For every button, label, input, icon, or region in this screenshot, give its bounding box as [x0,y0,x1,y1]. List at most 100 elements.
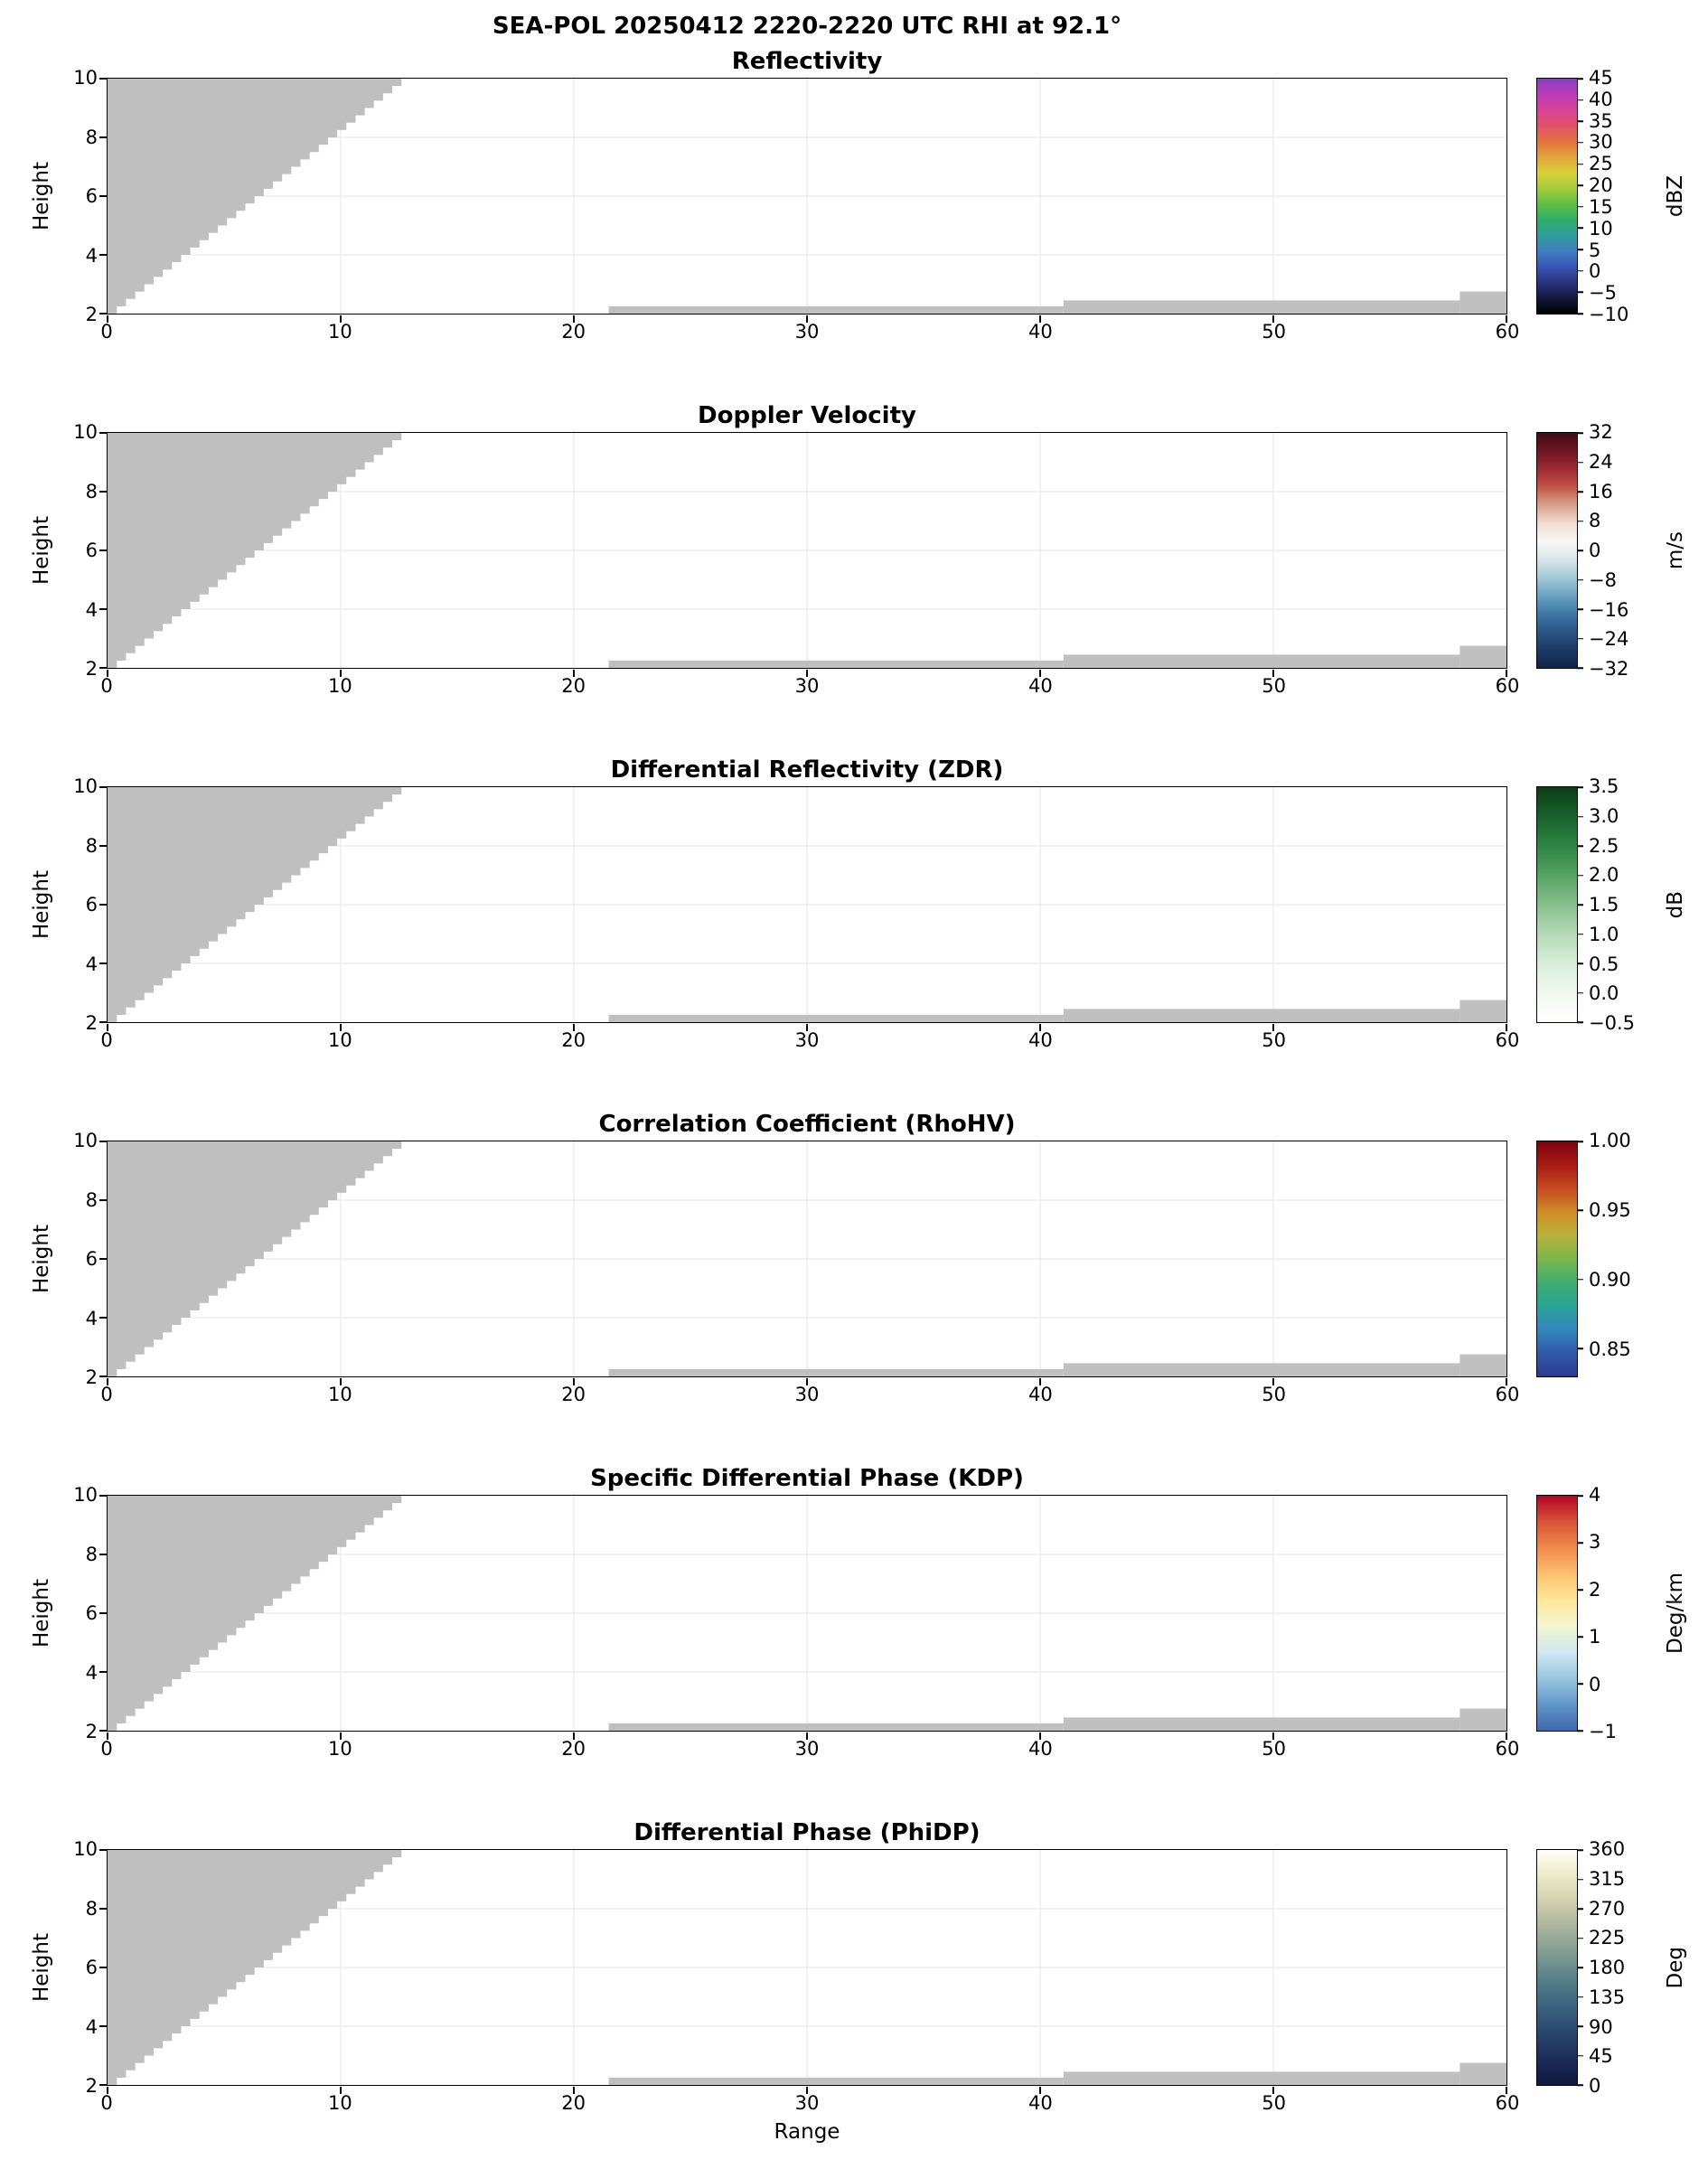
colorbar-tick-label: 3.0 [1589,804,1619,827]
colorbar-unit-text: m/s [1664,531,1687,570]
x-tick-labels: 0 10 20 30 40 50 60 [100,2086,1519,2115]
y-tick-mark [99,1199,107,1201]
panel-title: Specific Differential Phase (KDP) [590,1465,1024,1492]
colorbar-tick-label: 40 [1589,88,1613,110]
beam-blockage-mask [108,1850,411,2085]
colorbar-tick-label: 1.00 [1589,1130,1631,1151]
colorbar-tick-mark [1577,1730,1583,1732]
x-tick-mark [107,1732,108,1740]
y-tick-mark [99,2084,107,2086]
colorbar-unit: dB [1656,786,1695,1023]
x-tick-label: 50 [1262,675,1287,697]
y-tick-label: 10 [73,1484,98,1506]
colorbar [1536,78,1583,315]
panel-title: Reflectivity [731,48,883,75]
colorbar-tick-label: 32 [1589,421,1613,443]
y-tick-labels: 2 4 6 8 10 [58,775,107,1034]
colorbar-tick-mark [1577,120,1583,123]
y-tick-mark [99,608,107,610]
x-tick-mark [806,2086,808,2094]
x-tick-mark [806,669,808,677]
plot-area [99,78,1507,323]
y-tick-label: 4 [85,2015,98,2038]
ground-clutter-mask [1063,654,1460,668]
panel: Differential Phase (PhiDP) Height 2 4 6 8 10… [25,1818,1708,2149]
colorbar-tick-label: 0 [1589,2075,1601,2097]
ground-clutter-mask [1459,1000,1506,1022]
y-tick-mark [99,195,107,197]
y-tick-mark [99,549,107,551]
colorbar-tick-label: 3.5 [1589,775,1619,797]
y-tick-label: 4 [85,953,98,975]
colorbar-tick-mark [1577,1542,1583,1544]
plot-canvas [108,1496,1506,1731]
y-tick-label: 6 [85,1602,98,1624]
x-tick-label: 20 [561,2092,587,2114]
colorbar-tick-label: 15 [1589,195,1613,218]
y-tick-mark [99,313,107,315]
colorbar-tick-mark [1577,1209,1583,1212]
y-tick-mark [99,1730,107,1732]
y-axis-label-text: Height [30,161,53,231]
colorbar-tick-mark [1577,1636,1583,1638]
y-tick-label: 10 [73,1130,98,1151]
colorbar [1536,1495,1583,1732]
x-tick-mark [1506,1023,1507,1031]
colorbar-tick-label: 1.5 [1589,894,1619,915]
colorbar-tick-mark [1577,461,1583,464]
panel: Reflectivity Height 2 4 6 8 10 45 40 35 30 25 20 1… [25,47,1708,343]
y-tick-mark [99,78,107,80]
x-tick-mark [573,1732,575,1740]
x-tick-label: 60 [1495,1029,1520,1051]
colorbar-tick-mark [1577,313,1583,315]
colorbar-tick-label: 2.0 [1589,864,1619,887]
y-tick-label: 2 [85,1012,98,1034]
plot-area [99,786,1507,1031]
x-tick-label: 30 [794,675,820,697]
plot-canvas [108,433,1506,668]
panel: Specific Differential Phase (KDP) Height… [25,1464,1708,1761]
x-tick-mark [1039,1023,1041,1031]
colorbar-tick-label: 3 [1589,1531,1601,1554]
y-tick-mark [99,1671,107,1673]
x-tick-mark [340,669,342,677]
x-tick-mark [573,315,575,323]
ground-clutter-mask [1063,1363,1460,1376]
ground-clutter-mask [1459,2062,1506,2085]
x-tick-mark [1039,315,1041,323]
y-tick-label: 2 [85,1721,98,1742]
ground-clutter-mask [1063,1717,1460,1731]
colorbar-unit-text: Deg/km [1664,1573,1687,1654]
y-axis-label-text: Height [30,515,53,586]
x-tick-label: 20 [561,321,587,343]
y-tick-labels: 2 4 6 8 10 [58,1838,107,2097]
ground-clutter-mask [1063,1009,1460,1022]
ground-clutter-mask [608,1723,1064,1731]
x-tick-mark [1506,315,1507,323]
y-tick-mark [99,1258,107,1260]
x-tick-label: 60 [1495,2092,1520,2114]
colorbar-tick-mark [1577,163,1583,165]
colorbar-tick-label: 0.90 [1589,1269,1631,1291]
colorbar-tick-label: 0 [1589,260,1601,283]
colorbar-tick-mark [1577,99,1583,101]
colorbar-tick-mark [1577,78,1583,80]
x-tick-labels: 0 10 20 30 40 50 60 [100,1732,1519,1761]
y-axis-label: Height [25,1495,58,1732]
panel: Differential Reflectivity (ZDR) Height 2… [25,756,1708,1052]
y-tick-mark [99,904,107,906]
y-axis-label: Height [25,432,58,669]
colorbar-tick-label: 45 [1589,67,1613,89]
colorbar-tick-label: 20 [1589,174,1613,197]
colorbar-tick-label: 0 [1589,1673,1601,1695]
x-tick-label: 10 [327,1029,352,1051]
x-tick-label: 50 [1262,1384,1287,1405]
y-axis-label-text: Height [30,869,53,940]
y-tick-label: 2 [85,658,98,680]
x-tick-labels: 0 10 20 30 40 50 60 [100,315,1519,343]
ground-clutter-mask [1459,645,1506,668]
x-tick-label: 10 [327,675,352,697]
colorbar-tick-mark [1577,991,1583,994]
colorbar-tick-label: 45 [1589,2045,1613,2068]
